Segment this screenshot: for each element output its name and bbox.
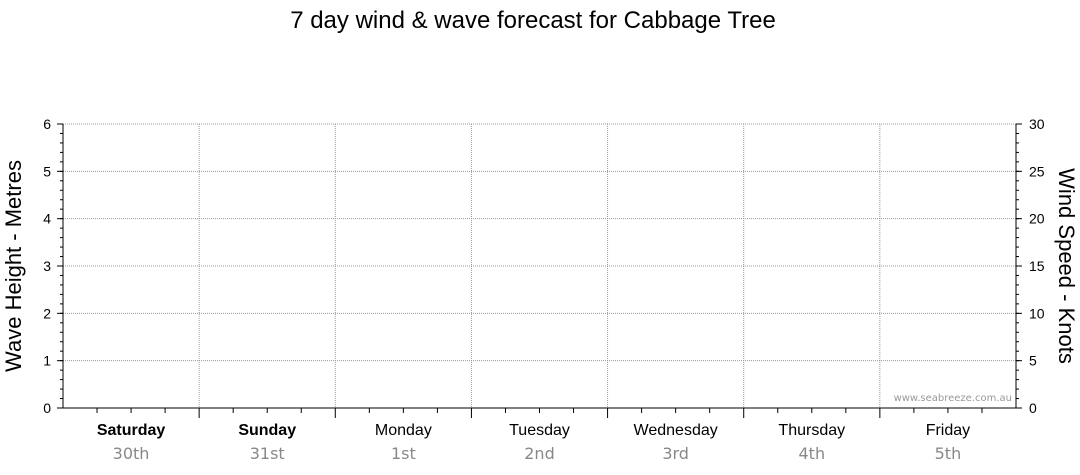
day-date-label: 4th <box>798 444 825 463</box>
left-tick-label: 3 <box>43 258 51 274</box>
left-tick-label: 1 <box>43 353 51 369</box>
day-date-label: 2nd <box>524 444 554 463</box>
left-tick-label: 0 <box>43 400 51 416</box>
day-name-label: Thursday <box>778 422 845 439</box>
day-name-label: Monday <box>375 422 432 439</box>
right-axis-ticks: 0 5 10 15 20 25 30 <box>1016 116 1045 416</box>
right-tick-label: 20 <box>1029 211 1045 227</box>
right-tick-label: 5 <box>1029 353 1037 369</box>
day-name-label: Friday <box>926 422 970 439</box>
right-tick-label: 25 <box>1029 163 1045 179</box>
left-tick-label: 5 <box>43 163 51 179</box>
day-name-label: Wednesday <box>634 422 718 439</box>
left-tick-label: 2 <box>43 305 51 321</box>
day-name-label: Sunday <box>238 422 296 439</box>
day-name-label: Saturday <box>97 422 166 439</box>
right-tick-label: 15 <box>1029 258 1045 274</box>
day-labels: Saturday 30th Sunday 31st Monday 1st Tuesday 2n… <box>97 422 970 463</box>
right-tick-label: 30 <box>1029 116 1045 132</box>
chart-title: 7 day wind & wave forecast for Cabbage T… <box>290 7 776 34</box>
right-axis-title: Wind Speed - Knots <box>1054 168 1079 364</box>
left-tick-label: 4 <box>43 211 51 227</box>
right-tick-label: 0 <box>1029 400 1037 416</box>
day-date-label: 5th <box>935 444 962 463</box>
right-tick-label: 10 <box>1029 305 1045 321</box>
left-tick-label: 6 <box>43 116 51 132</box>
day-date-label: 30th <box>113 444 150 463</box>
x-axis-ticks <box>96 408 983 418</box>
left-axis-ticks: 0 1 2 3 4 5 6 <box>43 116 63 416</box>
day-name-label: Tuesday <box>509 422 570 439</box>
grid-lines <box>63 123 1016 408</box>
day-date-label: 1st <box>391 444 416 463</box>
day-date-label: 31st <box>250 444 285 463</box>
day-date-label: 3rd <box>662 444 689 463</box>
watermark-text: www.seabreeze.com.au <box>894 393 1012 404</box>
left-axis-title: Wave Height - Metres <box>1 160 26 372</box>
